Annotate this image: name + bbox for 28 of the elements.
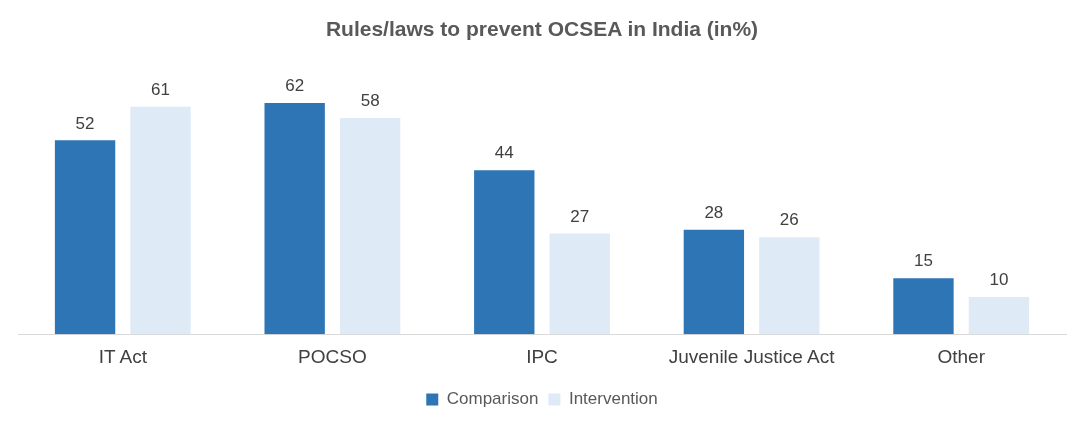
bar bbox=[893, 278, 954, 335]
bar bbox=[759, 237, 820, 335]
x-tick-label: IT Act bbox=[98, 345, 148, 367]
data-label: 10 bbox=[989, 270, 1009, 290]
data-label: 15 bbox=[914, 251, 933, 271]
legend-label: Comparison bbox=[446, 389, 539, 409]
data-label: 44 bbox=[494, 143, 514, 163]
bar bbox=[54, 140, 116, 335]
x-tick-label: IPC bbox=[526, 345, 558, 367]
data-label: 62 bbox=[285, 76, 305, 96]
legend-label: Intervention bbox=[568, 389, 658, 409]
x-tick-label: Other bbox=[937, 345, 986, 367]
data-label: 52 bbox=[75, 113, 95, 133]
x-tick-label: Juvenile Justice Act bbox=[668, 345, 836, 367]
bar bbox=[339, 117, 401, 335]
data-label: 27 bbox=[570, 206, 590, 226]
bar bbox=[683, 229, 745, 335]
data-label: 61 bbox=[151, 79, 170, 99]
bar bbox=[549, 233, 610, 335]
data-label: 58 bbox=[360, 91, 380, 111]
x-tick-label: POCSO bbox=[298, 345, 367, 367]
data-label: 28 bbox=[704, 202, 724, 222]
data-label: 26 bbox=[779, 210, 799, 230]
bar bbox=[130, 106, 191, 335]
chart-title: Rules/laws to prevent OCSEA in India (in%) bbox=[325, 17, 759, 41]
bar bbox=[264, 103, 325, 335]
bar bbox=[474, 170, 535, 335]
bar bbox=[968, 296, 1030, 335]
